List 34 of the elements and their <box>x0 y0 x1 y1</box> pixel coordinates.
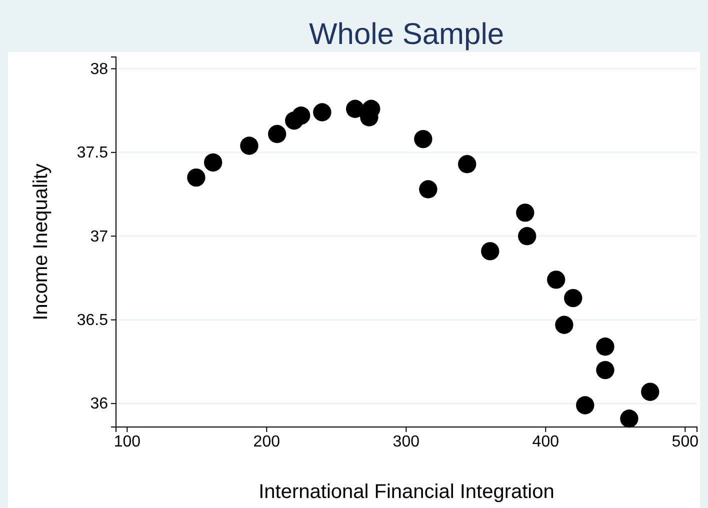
point <box>292 106 310 125</box>
point <box>620 410 638 428</box>
point <box>414 130 432 148</box>
point <box>419 180 438 198</box>
y-tick-label: 38 <box>90 60 108 78</box>
y-tick-label: 37.5 <box>76 144 108 162</box>
y-tick-label: 36 <box>90 396 108 413</box>
x-tick-label: 100 <box>114 433 141 450</box>
point <box>641 382 660 401</box>
point <box>458 155 476 174</box>
y-tick-label: 37 <box>90 228 108 246</box>
point <box>518 227 536 246</box>
point <box>313 103 332 122</box>
x-tick-label: 400 <box>532 433 560 450</box>
point <box>576 396 594 414</box>
point <box>346 100 364 118</box>
point <box>240 136 258 155</box>
point <box>204 153 222 172</box>
point <box>187 168 206 187</box>
point <box>481 242 500 260</box>
point <box>268 124 286 144</box>
x-tick-label: 500 <box>672 433 699 450</box>
point <box>547 270 566 289</box>
x-tick-label: 300 <box>392 433 420 450</box>
point <box>596 338 614 356</box>
x-axis-title: International Financial Integration <box>258 481 554 503</box>
point <box>555 316 574 334</box>
x-tick-label: 200 <box>253 433 280 450</box>
chart-title: Whole Sample <box>308 18 504 51</box>
point <box>564 289 582 308</box>
y-axis-title: Income Inequality <box>30 164 52 320</box>
point <box>516 204 534 222</box>
y-tick-label: 36.5 <box>76 312 108 329</box>
point <box>596 361 614 380</box>
